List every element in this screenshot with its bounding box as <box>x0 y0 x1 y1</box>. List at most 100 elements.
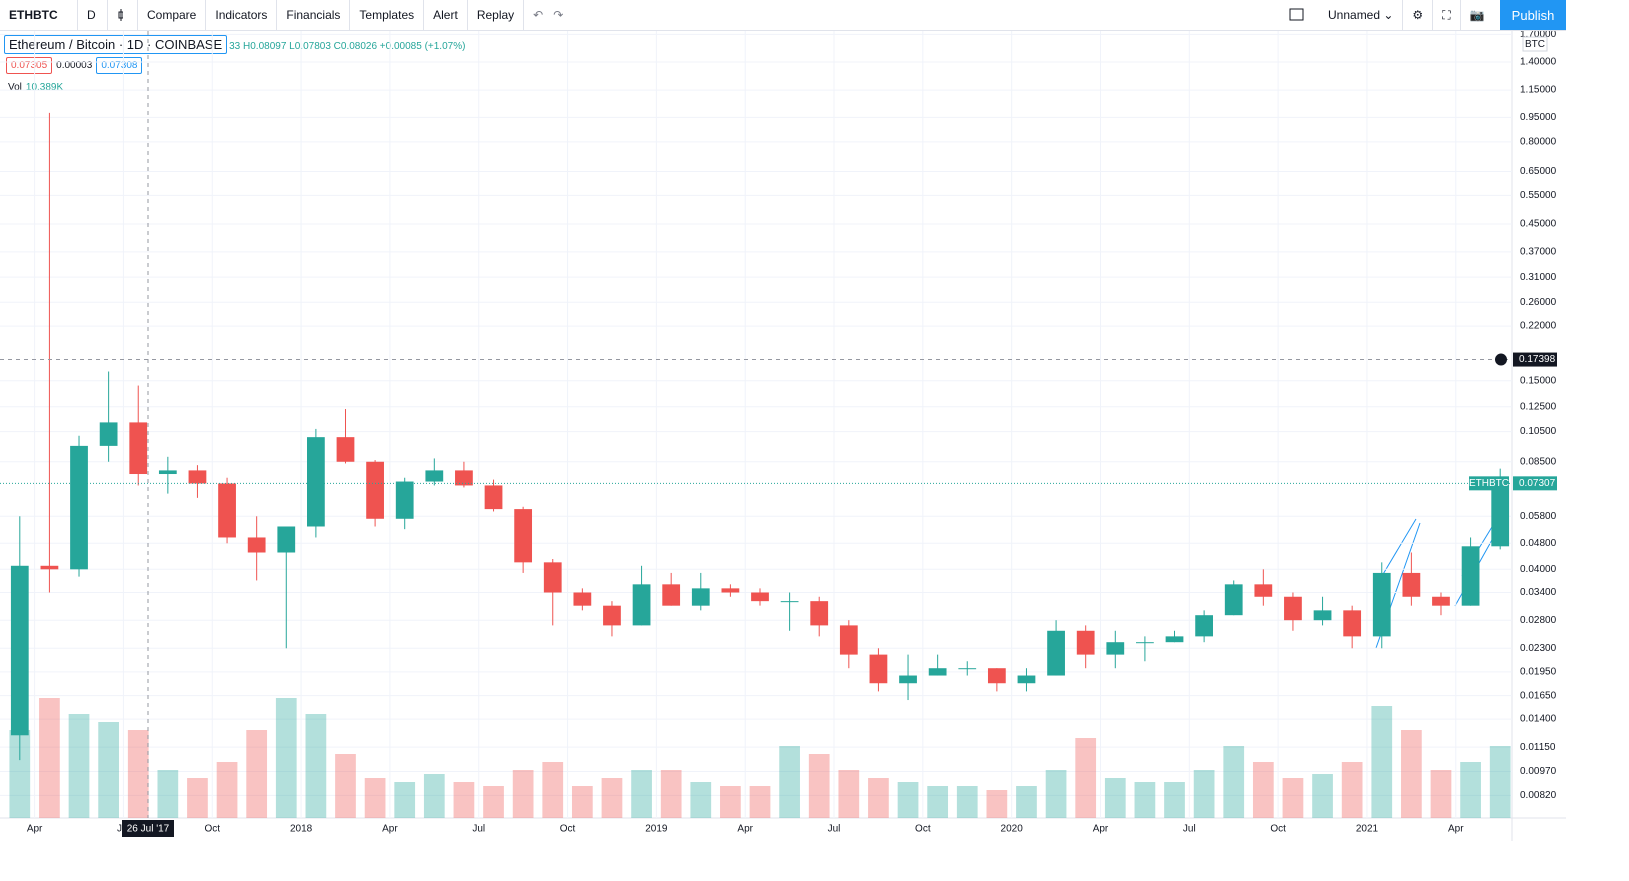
volume-bar <box>216 762 238 818</box>
candle-body <box>277 526 296 553</box>
volume-bar <box>483 786 504 818</box>
candle-body <box>1343 610 1362 637</box>
candle-body <box>307 437 325 527</box>
y-tick-label: 0.65000 <box>1520 166 1557 177</box>
crosshair-price-bg <box>1513 352 1557 367</box>
y-tick-label: 0.01150 <box>1520 742 1556 753</box>
candle-body <box>70 445 88 570</box>
trend-lines <box>1375 518 1498 649</box>
series-title[interactable]: Ethereum / Bitcoin · 1D · COINBASE <box>4 35 228 54</box>
candle-body <box>247 537 266 553</box>
crosshair-date-bg <box>122 820 174 837</box>
volume-bar <box>394 782 416 818</box>
bid: 0.07305 <box>6 57 53 74</box>
y-tick-label: 0.15000 <box>1520 375 1557 386</box>
candle-body <box>1047 630 1065 676</box>
candle-body <box>336 437 355 462</box>
candle-body <box>928 668 947 676</box>
volume-bar <box>275 698 297 818</box>
y-tick-label: 0.02800 <box>1520 615 1557 626</box>
fullscreen[interactable]: ⛶ <box>1433 0 1461 30</box>
price-tag-value: 0.07307 <box>1519 478 1556 489</box>
volume-bar <box>305 714 327 818</box>
vol-label: Vol <box>8 82 22 93</box>
volume-bar <box>660 770 682 818</box>
toolbar-button[interactable]: Financials <box>277 0 351 30</box>
candle-body <box>366 461 384 519</box>
candle-body <box>1313 610 1332 621</box>
volume-bar <box>1312 774 1333 818</box>
toolbar-button[interactable]: Alert <box>424 0 468 30</box>
toolbar-button[interactable]: Replay <box>468 0 525 30</box>
volume-bar <box>1193 770 1215 818</box>
y-tick-label: 0.00970 <box>1520 766 1557 777</box>
spread: 0.00003 <box>56 60 93 71</box>
volume-bar <box>39 698 60 818</box>
candle-body <box>1254 584 1273 597</box>
y-tick-label: 0.03400 <box>1520 587 1557 598</box>
volume-bar <box>335 754 356 818</box>
unit-box <box>1522 36 1548 52</box>
y-tick-label: 0.37000 <box>1520 247 1557 258</box>
chart-style[interactable] <box>108 0 138 30</box>
volume-bar <box>779 746 800 818</box>
volume-bar <box>690 782 712 818</box>
snapshot[interactable]: 📷 <box>1469 8 1485 22</box>
volume-bar <box>897 782 919 818</box>
x-tick-label: 2021 <box>1356 824 1379 835</box>
x-tick-label: 2019 <box>645 824 668 835</box>
candle-body <box>632 584 651 626</box>
volume-bar <box>1341 762 1363 818</box>
legend: Ethereum / Bitcoin · 1D · COINBASE 33 H0.… <box>4 35 465 54</box>
candle-body <box>1165 636 1184 643</box>
volume-bar <box>1045 770 1067 818</box>
candle-body <box>721 588 740 593</box>
candle-body <box>1461 546 1480 606</box>
unit-label: BTC <box>1525 39 1545 50</box>
interval[interactable]: D <box>78 0 108 30</box>
publish-button[interactable]: Publish <box>1500 0 1566 30</box>
candle-body <box>751 592 769 602</box>
volume-bar <box>986 790 1008 818</box>
x-tick-label: Oct <box>915 824 931 835</box>
candle-body <box>158 470 177 475</box>
settings[interactable]: ⚙ <box>1403 0 1434 30</box>
volume-bar <box>1016 786 1037 818</box>
toolbar-button[interactable]: Indicators <box>206 0 278 30</box>
x-tick-label: Jul <box>1183 824 1196 835</box>
volume-bar <box>1460 762 1481 818</box>
volume-bar <box>601 778 623 818</box>
candle-body <box>899 675 917 684</box>
toolbar-button[interactable]: Templates <box>350 0 425 30</box>
y-tick-label: 0.45000 <box>1520 219 1557 230</box>
vol-value: 10.389K <box>25 82 64 93</box>
x-tick-label: Jul <box>472 824 485 835</box>
layout-name[interactable]: Unnamed ⌄ <box>1319 0 1404 30</box>
price-tag-bg <box>1513 476 1557 491</box>
candle-body <box>1195 615 1213 637</box>
candle-body <box>780 601 799 603</box>
layout-icon[interactable] <box>1280 0 1319 30</box>
candle-body <box>1136 642 1154 644</box>
volume-bar <box>542 762 564 818</box>
toolbar-button[interactable]: Compare <box>138 0 207 30</box>
undo-redo[interactable]: ↶ ↷ <box>533 8 564 22</box>
price-tag-bg <box>1469 476 1509 491</box>
candle-body <box>99 422 118 446</box>
candle-body <box>1284 596 1302 621</box>
y-tick-label: 0.55000 <box>1520 190 1557 201</box>
x-tick-label: Apr <box>382 824 398 835</box>
volume-bar <box>631 770 652 818</box>
volume-bar <box>98 722 119 818</box>
y-tick-label: 0.80000 <box>1520 137 1557 148</box>
volume-bar <box>1223 746 1245 818</box>
volume-bar <box>423 774 445 818</box>
y-tick-label: 0.08500 <box>1520 456 1557 467</box>
volume-bar <box>9 730 31 818</box>
symbol[interactable]: ETHBTC <box>0 0 78 30</box>
candle-body <box>1491 483 1510 547</box>
volume-bar <box>246 730 268 818</box>
candle-body <box>987 668 1006 684</box>
candle-body <box>573 592 592 606</box>
volume-bar <box>571 786 593 818</box>
